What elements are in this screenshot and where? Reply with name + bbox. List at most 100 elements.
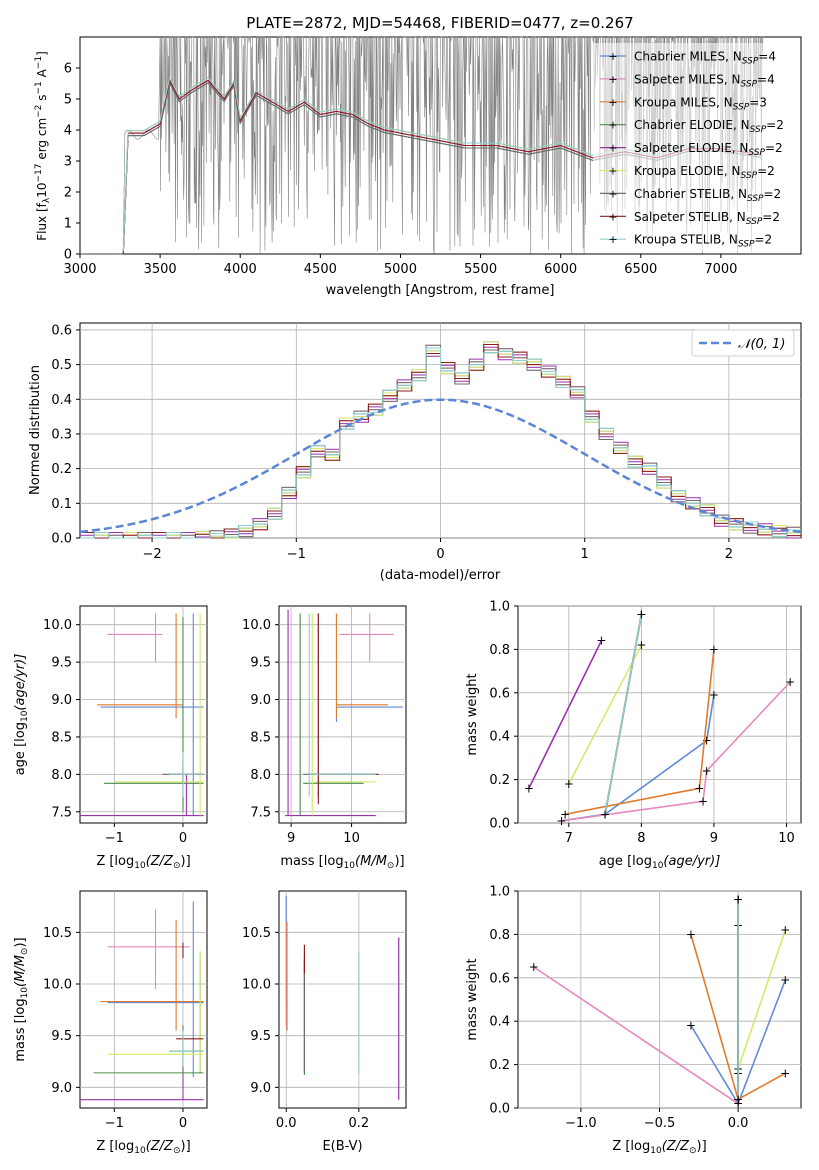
- y-tick-label: 7.5: [51, 805, 72, 820]
- spectrum-model-line: [122, 76, 761, 252]
- y-tick-label: 0.0: [51, 532, 72, 547]
- x-tick-label: 10: [343, 831, 360, 846]
- x-tick-label: 9: [287, 831, 295, 846]
- plus-marker-icon: +: [780, 973, 790, 987]
- spectrum-data: [80, 36, 764, 255]
- x-tick-label: −1: [105, 831, 124, 846]
- y-tick-label: 10.0: [242, 618, 271, 633]
- weight-line: [565, 649, 715, 816]
- x-tick-label: −1.0: [565, 1116, 597, 1131]
- y-tick-label: 4: [64, 124, 72, 139]
- weight-line: [528, 640, 603, 789]
- plus-marker-icon: +: [702, 734, 712, 748]
- y-tick-label: 0.4: [489, 1015, 510, 1030]
- y-tick-label: 9.5: [51, 1029, 72, 1044]
- residual-y-label: Normed distribution: [28, 365, 43, 495]
- y-tick-label: 0.3: [51, 427, 72, 442]
- y-tick-label: 8.5: [250, 730, 271, 745]
- weight-line: [561, 681, 791, 822]
- x-axis-label: Z [log10(Z/Z⊙)]: [96, 854, 190, 871]
- plus-marker-icon: +: [733, 1092, 743, 1106]
- panel-frame: [79, 605, 208, 824]
- y-tick-label: 8.0: [51, 768, 72, 783]
- y-tick-label: 9.0: [51, 693, 72, 708]
- y-tick-label: 9.5: [51, 656, 72, 671]
- plus-marker-icon: +: [733, 893, 743, 907]
- page-title: PLATE=2872, MJD=54468, FIBERID=0477, z=0…: [246, 14, 633, 32]
- weight-line: [533, 966, 739, 1105]
- x-tick-label: 3000: [63, 262, 96, 277]
- spectrum-model-line: [122, 78, 761, 255]
- legend-label: Salpeter MILES, NSSP=4: [634, 72, 775, 89]
- age-vs-z-panel: −1 0 7.5 8.0 8.5 9.0 9.5 10.0 Z [log10(Z/Z⊙)] age…: [13, 605, 208, 871]
- spectrum-x-ticks: 3000 3500 4000 4500 5000 5500 6000 6500 7000: [63, 254, 737, 277]
- y-tick-label: 5: [64, 93, 72, 108]
- y-axis-label: mass weight: [465, 958, 480, 1040]
- legend-label: Kroupa STELIB, NSSP=2: [634, 233, 772, 250]
- y-tick-label: 0.2: [489, 773, 510, 788]
- y-tick-label: 0.2: [51, 462, 72, 477]
- spectrum-panel: 3000 3500 4000 4500 5000 5500 6000 6500 7000 0 1 2…: [34, 36, 802, 298]
- y-axis-label: mass weight: [465, 673, 480, 755]
- x-tick-label: 8: [637, 831, 645, 846]
- y-tick-label: 0.2: [489, 1058, 510, 1073]
- y-tick-label: 10.5: [43, 926, 72, 941]
- y-tick-label: 9.0: [250, 1081, 271, 1096]
- plus-marker-icon: +: [780, 1066, 790, 1080]
- weight-line: [568, 644, 643, 785]
- legend-label: Salpeter STELIB, NSSP=2: [634, 210, 780, 227]
- plus-marker-icon: +: [694, 781, 704, 795]
- legend-box: [593, 43, 797, 251]
- plus-marker-icon: +: [733, 1092, 743, 1106]
- y-tick-label: 1: [64, 217, 72, 232]
- plus-marker-icon: +: [600, 807, 610, 821]
- weight-vs-age-panel: 7 8 9 10 0.0 0.2 0.4 0.6 0.8 1.0 age [log10(age/yr…: [465, 600, 802, 871]
- plus-marker-icon: +: [702, 764, 712, 778]
- plus-marker-icon: +: [560, 807, 570, 821]
- x-tick-label: 4500: [304, 262, 337, 277]
- y-tick-label: 9.0: [51, 1081, 72, 1096]
- y-tick-label: 0.8: [489, 643, 510, 658]
- age-vs-mass-panel: 9 10 7.5 8.0 8.5 9.0 9.5 10.0 mass [log10(M/M⊙)]: [242, 605, 407, 871]
- y-tick-label: 1.0: [489, 885, 510, 900]
- plus-marker-icon: +: [636, 608, 646, 622]
- spectrum-models: [122, 76, 761, 255]
- x-tick-label: 7: [565, 831, 573, 846]
- plus-marker-icon: +: [564, 777, 574, 791]
- legend-label: Kroupa MILES, NSSP=3: [634, 95, 767, 112]
- legend-label: Chabrier ELODIE, NSSP=2: [634, 118, 784, 135]
- x-axis-label: E(B-V): [322, 1139, 362, 1154]
- residual-legend-box: [691, 329, 795, 357]
- plus-marker-icon: +: [709, 688, 719, 702]
- spectrum-data-line: [80, 36, 764, 255]
- y-tick-label: 10.0: [242, 978, 271, 993]
- x-tick-label: 0: [179, 1116, 187, 1131]
- x-axis-label: age [log10(age/yr)]: [599, 854, 721, 871]
- plus-marker-icon: +: [733, 893, 743, 907]
- y-tick-label: 10.0: [43, 618, 72, 633]
- plus-marker-icon: +: [608, 210, 617, 223]
- x-tick-label: 9: [710, 831, 718, 846]
- residual-x-label: (data-model)/error: [380, 568, 501, 583]
- plus-marker-icon: +: [600, 807, 610, 821]
- plus-marker-icon: +: [608, 187, 617, 200]
- residual-legend-label: 𝒩(0, 1): [738, 337, 785, 352]
- residual-panel: −2 −1 0 1 2 0.0 0.1 0.2 0.3 0.4 0.5 0.6 (data-model…: [28, 322, 802, 583]
- y-tick-label: 0.0: [489, 817, 510, 832]
- x-tick-label: 10: [778, 831, 795, 846]
- plus-marker-icon: +: [608, 50, 617, 63]
- y-tick-label: 0.1: [51, 497, 72, 512]
- plus-marker-icon: +: [608, 233, 617, 246]
- plus-marker-icon: +: [608, 142, 617, 155]
- normal-curve: [79, 398, 802, 534]
- mass-vs-z-panel: −1 0 9.0 9.5 10.0 10.5 Z [log10(Z/Z⊙)] mass [lo…: [13, 890, 208, 1156]
- y-tick-label: 0.4: [489, 730, 510, 745]
- plus-marker-icon: +: [636, 608, 646, 622]
- x-tick-label: 0.0: [276, 1116, 297, 1131]
- y-tick-label: 10.5: [242, 926, 271, 941]
- y-tick-label: 0.4: [51, 393, 72, 408]
- y-tick-label: 8.5: [51, 730, 72, 745]
- plus-marker-icon: +: [608, 165, 617, 178]
- plus-marker-icon: +: [636, 608, 646, 622]
